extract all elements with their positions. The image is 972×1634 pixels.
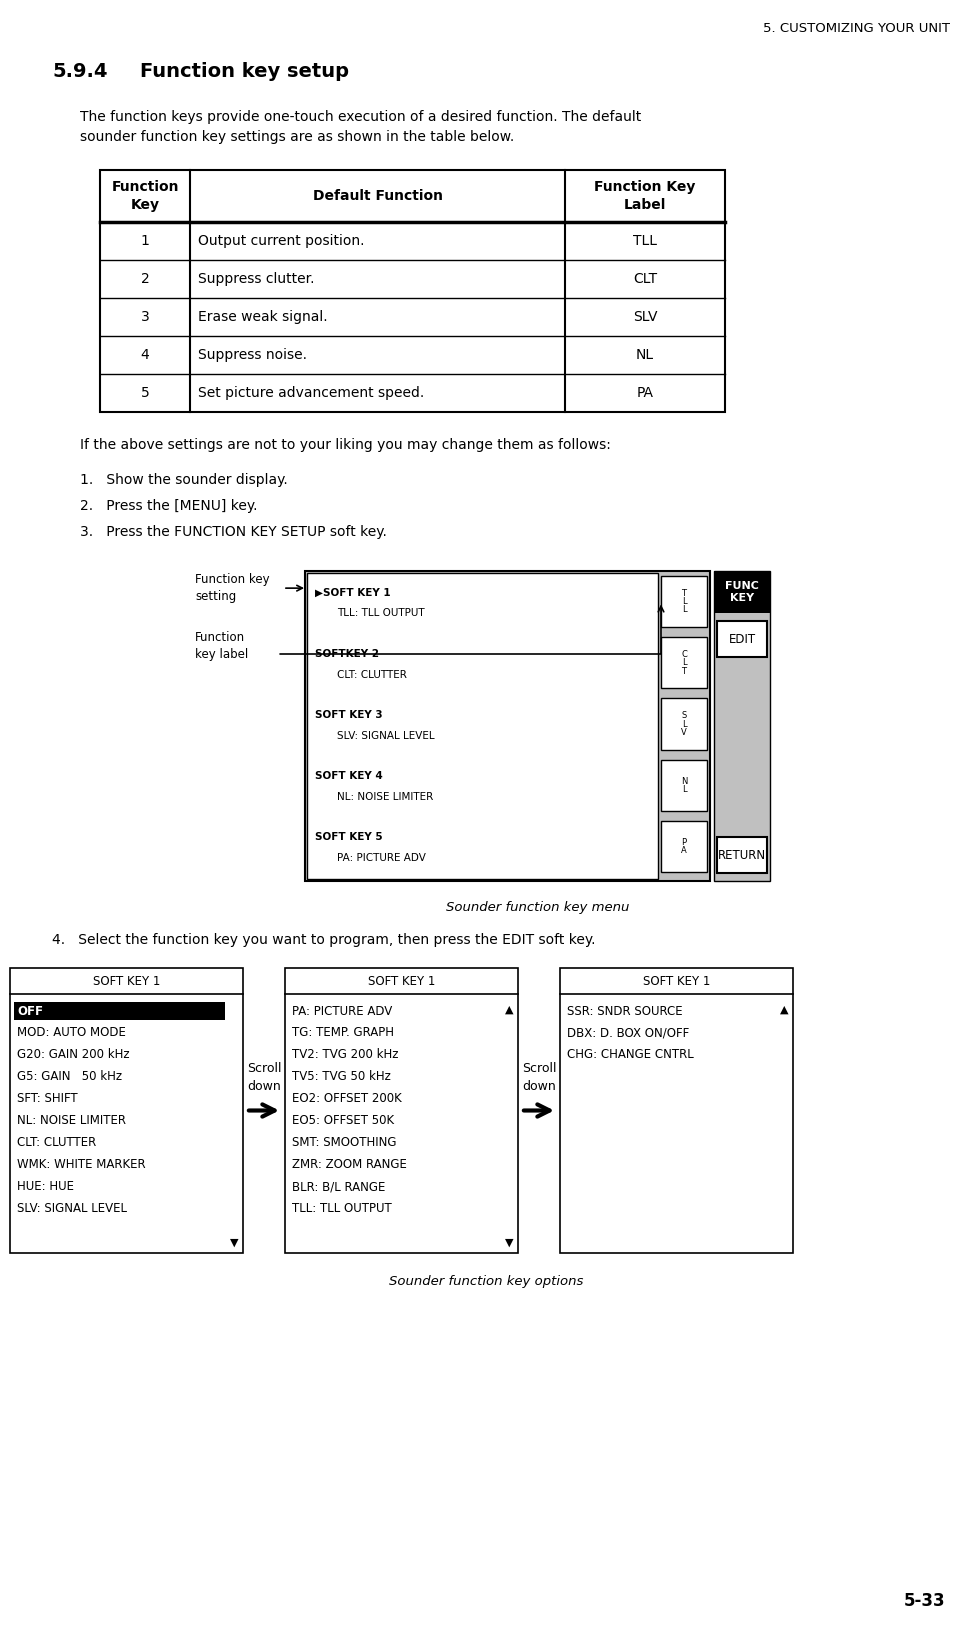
Text: P
A: P A [681, 838, 687, 855]
Text: ▼: ▼ [229, 1239, 238, 1248]
Text: SLV: SIGNAL LEVEL: SLV: SIGNAL LEVEL [17, 1203, 127, 1216]
Text: BLR: B/L RANGE: BLR: B/L RANGE [292, 1180, 385, 1193]
Text: sounder function key settings are as shown in the table below.: sounder function key settings are as sho… [80, 131, 514, 144]
Text: TLL: TLL OUTPUT: TLL: TLL OUTPUT [292, 1203, 392, 1216]
Text: TLL: TLL OUTPUT: TLL: TLL OUTPUT [337, 608, 425, 618]
Text: Suppress clutter.: Suppress clutter. [198, 271, 315, 286]
Text: ▲: ▲ [780, 1005, 788, 1015]
Text: T
L
L: T L L [681, 588, 686, 614]
Text: TV2: TVG 200 kHz: TV2: TVG 200 kHz [292, 1049, 399, 1062]
Bar [714, 570, 770, 613]
Text: ▶SOFT KEY 1: ▶SOFT KEY 1 [315, 588, 391, 598]
Text: WMK: WHITE MARKER: WMK: WHITE MARKER [17, 1159, 146, 1172]
Text: SOFT KEY 3: SOFT KEY 3 [315, 711, 383, 721]
Bar [717, 837, 767, 873]
Text: 5.9.4: 5.9.4 [52, 62, 108, 82]
Text: Function
key label: Function key label [195, 631, 248, 660]
Text: RETURN: RETURN [718, 848, 766, 861]
Text: Suppress noise.: Suppress noise. [198, 348, 307, 363]
Bar [307, 574, 658, 879]
Text: G5: GAIN   50 kHz: G5: GAIN 50 kHz [17, 1070, 122, 1083]
Text: Function Key
Label: Function Key Label [594, 180, 696, 212]
Text: Erase weak signal.: Erase weak signal. [198, 310, 328, 324]
Text: 4.   Select the function key you want to program, then press the EDIT soft key.: 4. Select the function key you want to p… [52, 933, 596, 948]
Bar [661, 637, 707, 688]
Text: SOFT KEY 1: SOFT KEY 1 [92, 974, 160, 987]
Text: N
L: N L [680, 776, 687, 794]
Text: SFT: SHIFT: SFT: SHIFT [17, 1093, 78, 1106]
Text: Output current position.: Output current position. [198, 234, 364, 248]
Bar [560, 967, 793, 1253]
Bar [661, 577, 707, 627]
Text: MOD: AUTO MODE: MOD: AUTO MODE [17, 1026, 126, 1039]
Text: G20: GAIN 200 kHz: G20: GAIN 200 kHz [17, 1049, 129, 1062]
Text: Sounder function key options: Sounder function key options [389, 1275, 583, 1288]
Bar [717, 621, 767, 657]
Text: 3: 3 [141, 310, 150, 324]
Bar [714, 570, 770, 881]
Bar [661, 760, 707, 810]
Text: 2.   Press the [MENU] key.: 2. Press the [MENU] key. [80, 498, 258, 513]
Text: SLV: SIGNAL LEVEL: SLV: SIGNAL LEVEL [337, 730, 434, 740]
Text: 2: 2 [141, 271, 150, 286]
Text: SOFTKEY 2: SOFTKEY 2 [315, 649, 379, 659]
Text: TG: TEMP. GRAPH: TG: TEMP. GRAPH [292, 1026, 394, 1039]
Text: 4: 4 [141, 348, 150, 363]
Text: 1: 1 [141, 234, 150, 248]
Bar [285, 967, 518, 1253]
Bar [14, 1002, 225, 1020]
Text: CLT: CLT [633, 271, 657, 286]
Bar [10, 967, 243, 1253]
Text: ZMR: ZOOM RANGE: ZMR: ZOOM RANGE [292, 1159, 407, 1172]
Text: OFF: OFF [17, 1005, 43, 1018]
Text: 5: 5 [141, 386, 150, 400]
Text: FUNC
KEY: FUNC KEY [725, 582, 759, 603]
Text: S
L
V: S L V [681, 711, 687, 737]
Text: TLL: TLL [633, 234, 657, 248]
Text: EO5: OFFSET 50K: EO5: OFFSET 50K [292, 1114, 394, 1127]
Text: Function
Key: Function Key [111, 180, 179, 212]
Text: SLV: SLV [633, 310, 657, 324]
Text: SOFT KEY 4: SOFT KEY 4 [315, 771, 383, 781]
Bar [661, 698, 707, 750]
Text: 5-33: 5-33 [903, 1592, 945, 1609]
Text: C
L
T: C L T [681, 650, 687, 675]
Text: NL: NOISE LIMITER: NL: NOISE LIMITER [337, 792, 434, 802]
Text: SOFT KEY 1: SOFT KEY 1 [367, 974, 435, 987]
Text: Function key setup: Function key setup [140, 62, 349, 82]
Text: Function key
setting: Function key setting [195, 574, 269, 603]
Text: 1.   Show the sounder display.: 1. Show the sounder display. [80, 472, 288, 487]
Text: EDIT: EDIT [728, 632, 755, 645]
Text: SSR: SNDR SOURCE: SSR: SNDR SOURCE [567, 1005, 682, 1018]
Bar [661, 820, 707, 873]
Text: SOFT KEY 1: SOFT KEY 1 [642, 974, 711, 987]
Text: 5. CUSTOMIZING YOUR UNIT: 5. CUSTOMIZING YOUR UNIT [763, 21, 950, 34]
Text: SOFT KEY 5: SOFT KEY 5 [315, 832, 383, 843]
Text: TV5: TVG 50 kHz: TV5: TVG 50 kHz [292, 1070, 391, 1083]
Text: NL: NOISE LIMITER: NL: NOISE LIMITER [17, 1114, 126, 1127]
Text: Default Function: Default Function [313, 190, 442, 203]
Text: Scroll
down: Scroll down [522, 1062, 556, 1093]
Text: 3.   Press the FUNCTION KEY SETUP soft key.: 3. Press the FUNCTION KEY SETUP soft key… [80, 525, 387, 539]
Text: HUE: HUE: HUE: HUE [17, 1180, 74, 1193]
Text: CLT: CLUTTER: CLT: CLUTTER [337, 670, 407, 680]
Text: Scroll
down: Scroll down [247, 1062, 281, 1093]
Text: Set picture advancement speed.: Set picture advancement speed. [198, 386, 424, 400]
Text: PA: PICTURE ADV: PA: PICTURE ADV [292, 1005, 393, 1018]
Bar [305, 570, 710, 881]
Text: If the above settings are not to your liking you may change them as follows:: If the above settings are not to your li… [80, 438, 610, 453]
Text: CLT: CLUTTER: CLT: CLUTTER [17, 1137, 96, 1149]
Text: Sounder function key menu: Sounder function key menu [446, 900, 629, 913]
Text: ▲: ▲ [504, 1005, 513, 1015]
Text: ▼: ▼ [504, 1239, 513, 1248]
Text: PA: PICTURE ADV: PA: PICTURE ADV [337, 853, 426, 863]
Text: The function keys provide one-touch execution of a desired function. The default: The function keys provide one-touch exec… [80, 109, 642, 124]
Text: SMT: SMOOTHING: SMT: SMOOTHING [292, 1137, 397, 1149]
Text: DBX: D. BOX ON/OFF: DBX: D. BOX ON/OFF [567, 1026, 689, 1039]
Text: CHG: CHANGE CNTRL: CHG: CHANGE CNTRL [567, 1049, 694, 1062]
Text: PA: PA [637, 386, 653, 400]
Text: NL: NL [636, 348, 654, 363]
Text: EO2: OFFSET 200K: EO2: OFFSET 200K [292, 1093, 401, 1106]
Bar [100, 170, 725, 412]
